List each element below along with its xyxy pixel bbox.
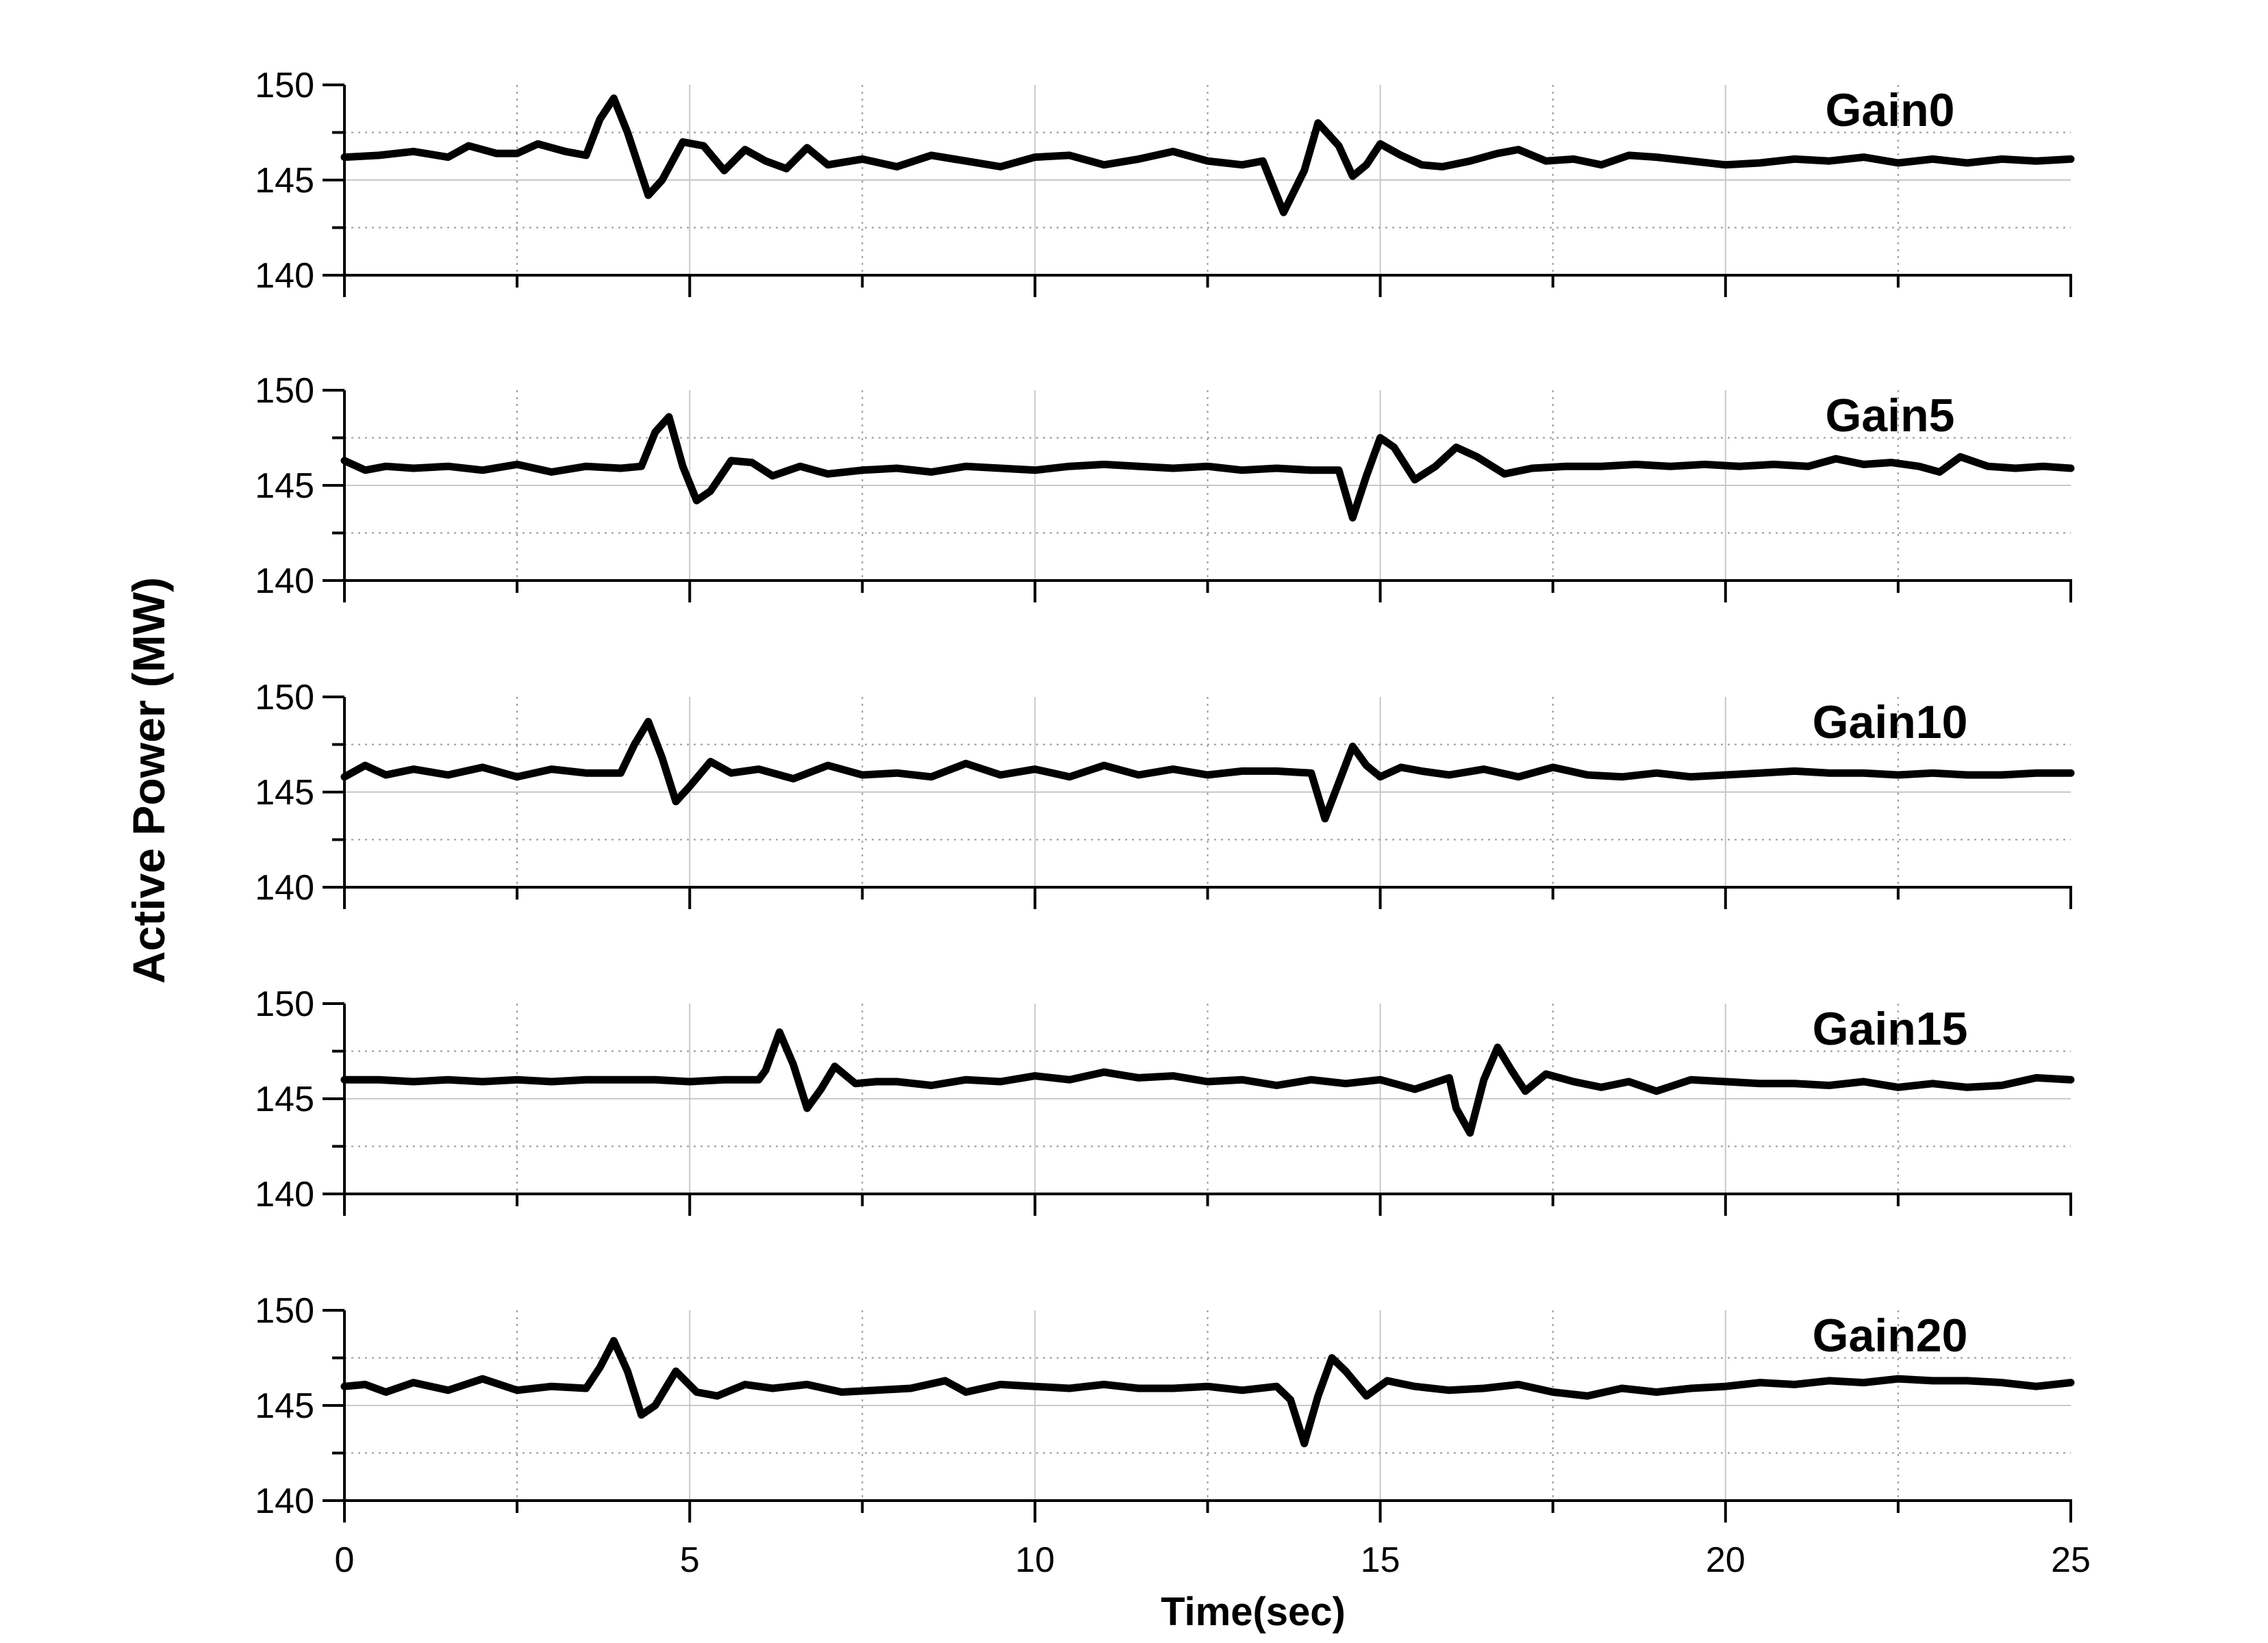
y-tick-label: 140 (255, 256, 314, 296)
y-axis-title: Active Power (MW) (123, 577, 174, 984)
panel-label: Gain10 (1813, 696, 1968, 748)
y-tick-label: 140 (255, 1175, 314, 1214)
y-tick-label: 150 (255, 678, 314, 717)
y-tick-label: 145 (255, 773, 314, 813)
panel-gain15: 140 145 150 Gain15 (255, 984, 2075, 1216)
series-line-gain15 (340, 1028, 2075, 1137)
series-line-gain10 (340, 717, 2075, 823)
y-tick-label: 150 (255, 371, 314, 411)
panel-label: Gain0 (1826, 84, 1955, 136)
x-tick-label: 0 (335, 1540, 355, 1580)
series-line-gain20 (340, 1337, 2075, 1448)
x-axis-title: Time(sec) (1161, 1590, 1346, 1634)
y-tick-label: 145 (255, 466, 314, 506)
y-tick-label: 150 (255, 984, 314, 1024)
y-tick-label: 145 (255, 161, 314, 201)
x-tick-label: 25 (2051, 1540, 2091, 1580)
panel-gain5: 140 145 150 Gain5 (255, 371, 2075, 602)
panel-label: Gain20 (1813, 1310, 1968, 1362)
x-tick-label: 10 (1015, 1540, 1055, 1580)
y-tick-label: 140 (255, 868, 314, 908)
panel-label: Gain15 (1813, 1003, 1968, 1055)
series-line-gain0 (340, 94, 2075, 216)
y-tick-label: 140 (255, 561, 314, 601)
panel-gain10: 140 145 150 Gain10 (255, 678, 2075, 909)
y-tick-label: 145 (255, 1386, 314, 1426)
y-tick-label: 150 (255, 66, 314, 105)
panel-label: Gain5 (1826, 390, 1955, 442)
y-tick-label: 150 (255, 1291, 314, 1331)
x-tick-label: 15 (1361, 1540, 1400, 1580)
y-tick-label: 140 (255, 1481, 314, 1521)
y-tick-label: 145 (255, 1080, 314, 1119)
series-line-gain5 (340, 413, 2075, 522)
x-tick-label: 20 (1706, 1540, 1746, 1580)
panel-gain20: 140 145 150 Gain20 (255, 1291, 2075, 1523)
panel-gain0: 140 145 150 Gain0 (255, 66, 2075, 297)
x-tick-label: 5 (680, 1540, 700, 1580)
